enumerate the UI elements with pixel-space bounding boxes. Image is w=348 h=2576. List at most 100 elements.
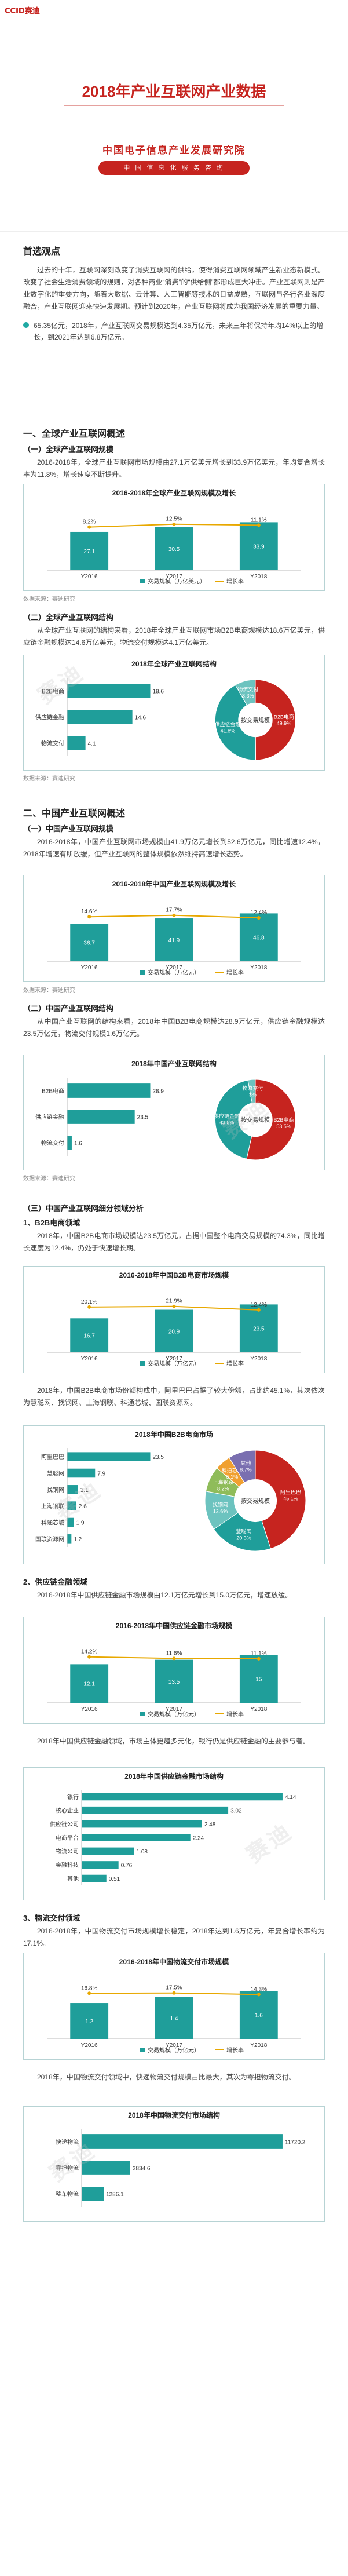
bar bbox=[82, 1847, 134, 1855]
pie-slice bbox=[215, 1079, 253, 1159]
pie-slice-label: 供应链金融 bbox=[215, 721, 241, 727]
growth-rate-label: 17.5% bbox=[166, 1985, 182, 1991]
x-tick-label: Y2017 bbox=[166, 574, 182, 580]
bar bbox=[67, 1452, 151, 1461]
summary-text: 过去的十年，互联网深刻改变了消费互联网的供给，使得消费互联网领域产生新业态新模式… bbox=[23, 266, 325, 311]
chart-china-scale-svg: 36.7 Y2016 41.9 Y2017 46.8 Y2018 14.6% 17.7% 12.… bbox=[47, 907, 301, 976]
growth-point bbox=[87, 525, 91, 529]
bar bbox=[67, 1083, 151, 1098]
y-tick-label: 供应链金融 bbox=[35, 1114, 64, 1121]
bar-value-label: 23.5 bbox=[137, 1115, 149, 1121]
bar-value-label: 4.14 bbox=[285, 1794, 296, 1801]
bar-value-label: 46.8 bbox=[253, 935, 265, 942]
section3-sub1: 1、B2B电商领域 bbox=[23, 1218, 80, 1227]
legend-label: 交易规模（万亿元） bbox=[148, 2046, 200, 2054]
summary-bullet-text: 65.35亿元，2018年，产业互联网交易规模达到4.35万亿元，未来三年将保持… bbox=[34, 322, 324, 341]
growth-rate-label: 12.4% bbox=[251, 1302, 267, 1308]
bar-value-label: 1.9 bbox=[76, 1520, 85, 1527]
brand-logo: CCID赛迪 bbox=[5, 7, 40, 16]
bar bbox=[82, 2134, 283, 2149]
pie-slice-label: 其他 bbox=[240, 1460, 251, 1466]
bar bbox=[82, 1861, 119, 1869]
bar-value-label: 1.6 bbox=[255, 2013, 263, 2019]
pie-slice-value: 3% bbox=[249, 1092, 257, 1097]
y-tick-label: 找钢网 bbox=[47, 1486, 64, 1494]
bar-value-label: 16.7 bbox=[83, 1333, 95, 1340]
x-tick-label: Y2018 bbox=[250, 1706, 267, 1713]
chart-title: 2016-2018年中国供应链金融市场规模 bbox=[115, 1622, 233, 1630]
bar bbox=[67, 736, 86, 750]
x-tick-label: Y2018 bbox=[250, 574, 267, 580]
legend-label: 交易规模（万亿元） bbox=[148, 969, 200, 976]
section1-para1: 2016-2018年，全球产业互联网市场规模由27.1万亿美元增长到33.9万亿… bbox=[23, 458, 325, 479]
bar bbox=[70, 924, 109, 961]
section2-title: 二、中国产业互联网概述 bbox=[23, 805, 125, 819]
growth-rate-label: 16.8% bbox=[81, 1985, 97, 1991]
bar-value-label: 3.1 bbox=[80, 1487, 89, 1494]
y-tick-label: 供应链公司 bbox=[50, 1820, 79, 1828]
chart-global-structure-bar-svg: B2B电商 18.6 供应链金融 14.6 物流交付 4.1 bbox=[35, 678, 164, 756]
chart-global-scale-svg: 27.1 Y2016 30.5 Y2017 33.9 Y2018 8.2% 12.5% 11.1… bbox=[47, 516, 301, 585]
growth-rate-label: 17.7% bbox=[166, 907, 182, 914]
growth-point bbox=[87, 1305, 91, 1309]
pie-slice-label: 阿里巴巴 bbox=[280, 1490, 301, 1495]
bar bbox=[239, 913, 278, 961]
bar bbox=[67, 1468, 96, 1478]
chart-title: 2018年中国物流交付市场结构 bbox=[128, 2111, 220, 2119]
section3-para1: 2018年，中国B2B电商市场规模达23.5万亿元，占据中国整个电商交易规模的7… bbox=[23, 1232, 325, 1252]
growth-point bbox=[172, 913, 176, 917]
sub-brand-logo: CCID赛迪 bbox=[5, 7, 40, 16]
y-tick-label: 银行 bbox=[67, 1793, 79, 1801]
bar bbox=[82, 1806, 229, 1814]
y-tick-label: 整车物流 bbox=[56, 2191, 79, 2198]
chart-logistics-scale: 2016-2018年中国物流交付市场规模 1.2 Y2016 1.4 Y2017 1.6… bbox=[23, 1953, 325, 2060]
bar bbox=[67, 1534, 72, 1544]
pie-slice bbox=[255, 679, 296, 761]
pie-slice bbox=[255, 1450, 306, 1549]
growth-point bbox=[257, 915, 261, 920]
x-tick-label: Y2017 bbox=[166, 1356, 182, 1362]
y-tick-label: 其他 bbox=[67, 1875, 79, 1882]
growth-point bbox=[172, 1304, 176, 1308]
pie-slice-label: 找钢网 bbox=[213, 1502, 228, 1508]
bar-value-label: 14.6 bbox=[135, 715, 146, 721]
x-tick-label: Y2016 bbox=[81, 2042, 98, 2049]
y-tick-label: B2B电商 bbox=[42, 1088, 64, 1095]
legend-label: 增长率 bbox=[226, 2046, 244, 2054]
legend-swatch bbox=[140, 2048, 145, 2052]
growth-rate-label: 12.4% bbox=[251, 910, 267, 916]
section1-para2: 从全球产业互联网的结构来看，2018年全球产业互联网市场B2B电商规模达18.6… bbox=[23, 626, 325, 647]
bar-value-label: 7.9 bbox=[97, 1471, 105, 1477]
pie-slice-value: 8.3% bbox=[242, 693, 254, 699]
bar-value-label: 3.02 bbox=[230, 1808, 242, 1814]
chart-china-structure-bar-svg: B2B电商 28.9 供应链金融 23.5 物流交付 1.6 bbox=[35, 1078, 164, 1156]
chart-scf-scale-svg: 12.1 Y2016 13.5 Y2017 15 Y2018 14.2% 11.6% 11.1%… bbox=[47, 1649, 301, 1718]
bar-value-label: 1.6 bbox=[74, 1141, 82, 1147]
chart-title: 2018年中国供应链金融市场结构 bbox=[124, 1772, 224, 1780]
growth-point bbox=[257, 1656, 261, 1661]
y-tick-label: 上海钢联 bbox=[41, 1502, 64, 1510]
bar bbox=[155, 918, 193, 961]
bar bbox=[67, 684, 151, 698]
bar bbox=[82, 1834, 191, 1841]
chart-b2b-market-bar-svg: 阿里巴巴 23.5 慧聪网 7.9 找钢网 3.1 上海钢联 2.6 科通芯城 1.9 国联资源网 1… bbox=[35, 1448, 164, 1547]
bar bbox=[67, 1136, 72, 1150]
section3-para3: 2016-2018年，中国物流交付市场规模增长稳定，2018年达到1.6万亿元，… bbox=[23, 1927, 325, 1947]
growth-rate-label: 14.3% bbox=[251, 1986, 267, 1993]
pie-slice-value: 45.1% bbox=[283, 1496, 298, 1502]
section3-sub2: 2、供应链金融领域 bbox=[23, 1578, 88, 1586]
bar bbox=[82, 1793, 283, 1801]
bar-value-label: 1.08 bbox=[137, 1849, 148, 1855]
chart-title: 2018年中国产业互联网结构 bbox=[131, 1060, 217, 1068]
bar-value-label: 30.5 bbox=[168, 546, 180, 553]
pie-slice-value: 12.6% bbox=[213, 1509, 228, 1515]
growth-point bbox=[87, 1991, 91, 1995]
pie-slice-label: 科通芯城 bbox=[222, 1467, 243, 1473]
section1-sub2: （二）全球产业互联网结构 bbox=[23, 613, 114, 622]
bar-value-label: 1.4 bbox=[170, 2016, 178, 2022]
legend-label: 增长率 bbox=[226, 969, 244, 976]
bar bbox=[67, 1485, 78, 1494]
legend-label: 增长率 bbox=[226, 1710, 244, 1718]
legend-label: 增长率 bbox=[226, 578, 244, 585]
section2-para2: 从中国产业互联网的结构来看，2018年中国B2B电商规模达28.9万亿元，供应链… bbox=[23, 1017, 325, 1038]
